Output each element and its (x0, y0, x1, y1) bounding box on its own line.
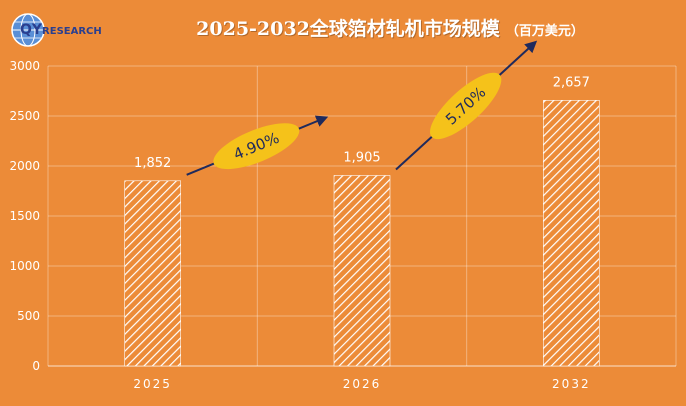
bars: 1,852 1,905 2,657 (124, 75, 600, 367)
bar (333, 175, 391, 367)
y-tick-label: 0 (32, 359, 40, 373)
x-tick-label: 2032 (552, 377, 591, 391)
y-tick-label: 500 (17, 309, 40, 323)
logo-text-rest: RESEARCH (42, 26, 102, 37)
growth-badge: 4.90% (213, 123, 300, 170)
y-tick-label: 1000 (9, 259, 40, 273)
bar-value-label: 1,905 (343, 151, 380, 166)
y-tick-label: 2500 (9, 109, 40, 123)
chart-title: 2025-2032全球箔材轧机市场规模 （百万美元） (100, 14, 680, 41)
growth-badge: 5.70% (430, 72, 502, 140)
qyresearch-logo: QYRESEARCH (6, 8, 110, 52)
y-tick-label: 2000 (9, 159, 40, 173)
x-tick-label: 2026 (343, 377, 382, 391)
x-tick-label: 2025 (133, 377, 172, 391)
chart-title-text: 2025-2032全球箔材轧机市场规模 (196, 18, 500, 40)
y-tick-label: 3000 (9, 59, 40, 73)
growth-ellipse (430, 72, 502, 140)
y-tick-label: 1500 (9, 209, 40, 223)
logo-wordmark: QYRESEARCH (20, 22, 102, 38)
bar-value-label: 2,657 (553, 75, 590, 90)
chart-unit: （百万美元） (505, 24, 584, 39)
growth-annotations: 4.90% 5.70% (186, 40, 538, 176)
logo-text-bold: QY (20, 22, 43, 38)
globe-icon (11, 13, 45, 47)
bar (124, 180, 181, 367)
growth-ellipse (213, 123, 300, 170)
bar (543, 100, 600, 367)
bar-value-label: 1,852 (134, 156, 171, 171)
